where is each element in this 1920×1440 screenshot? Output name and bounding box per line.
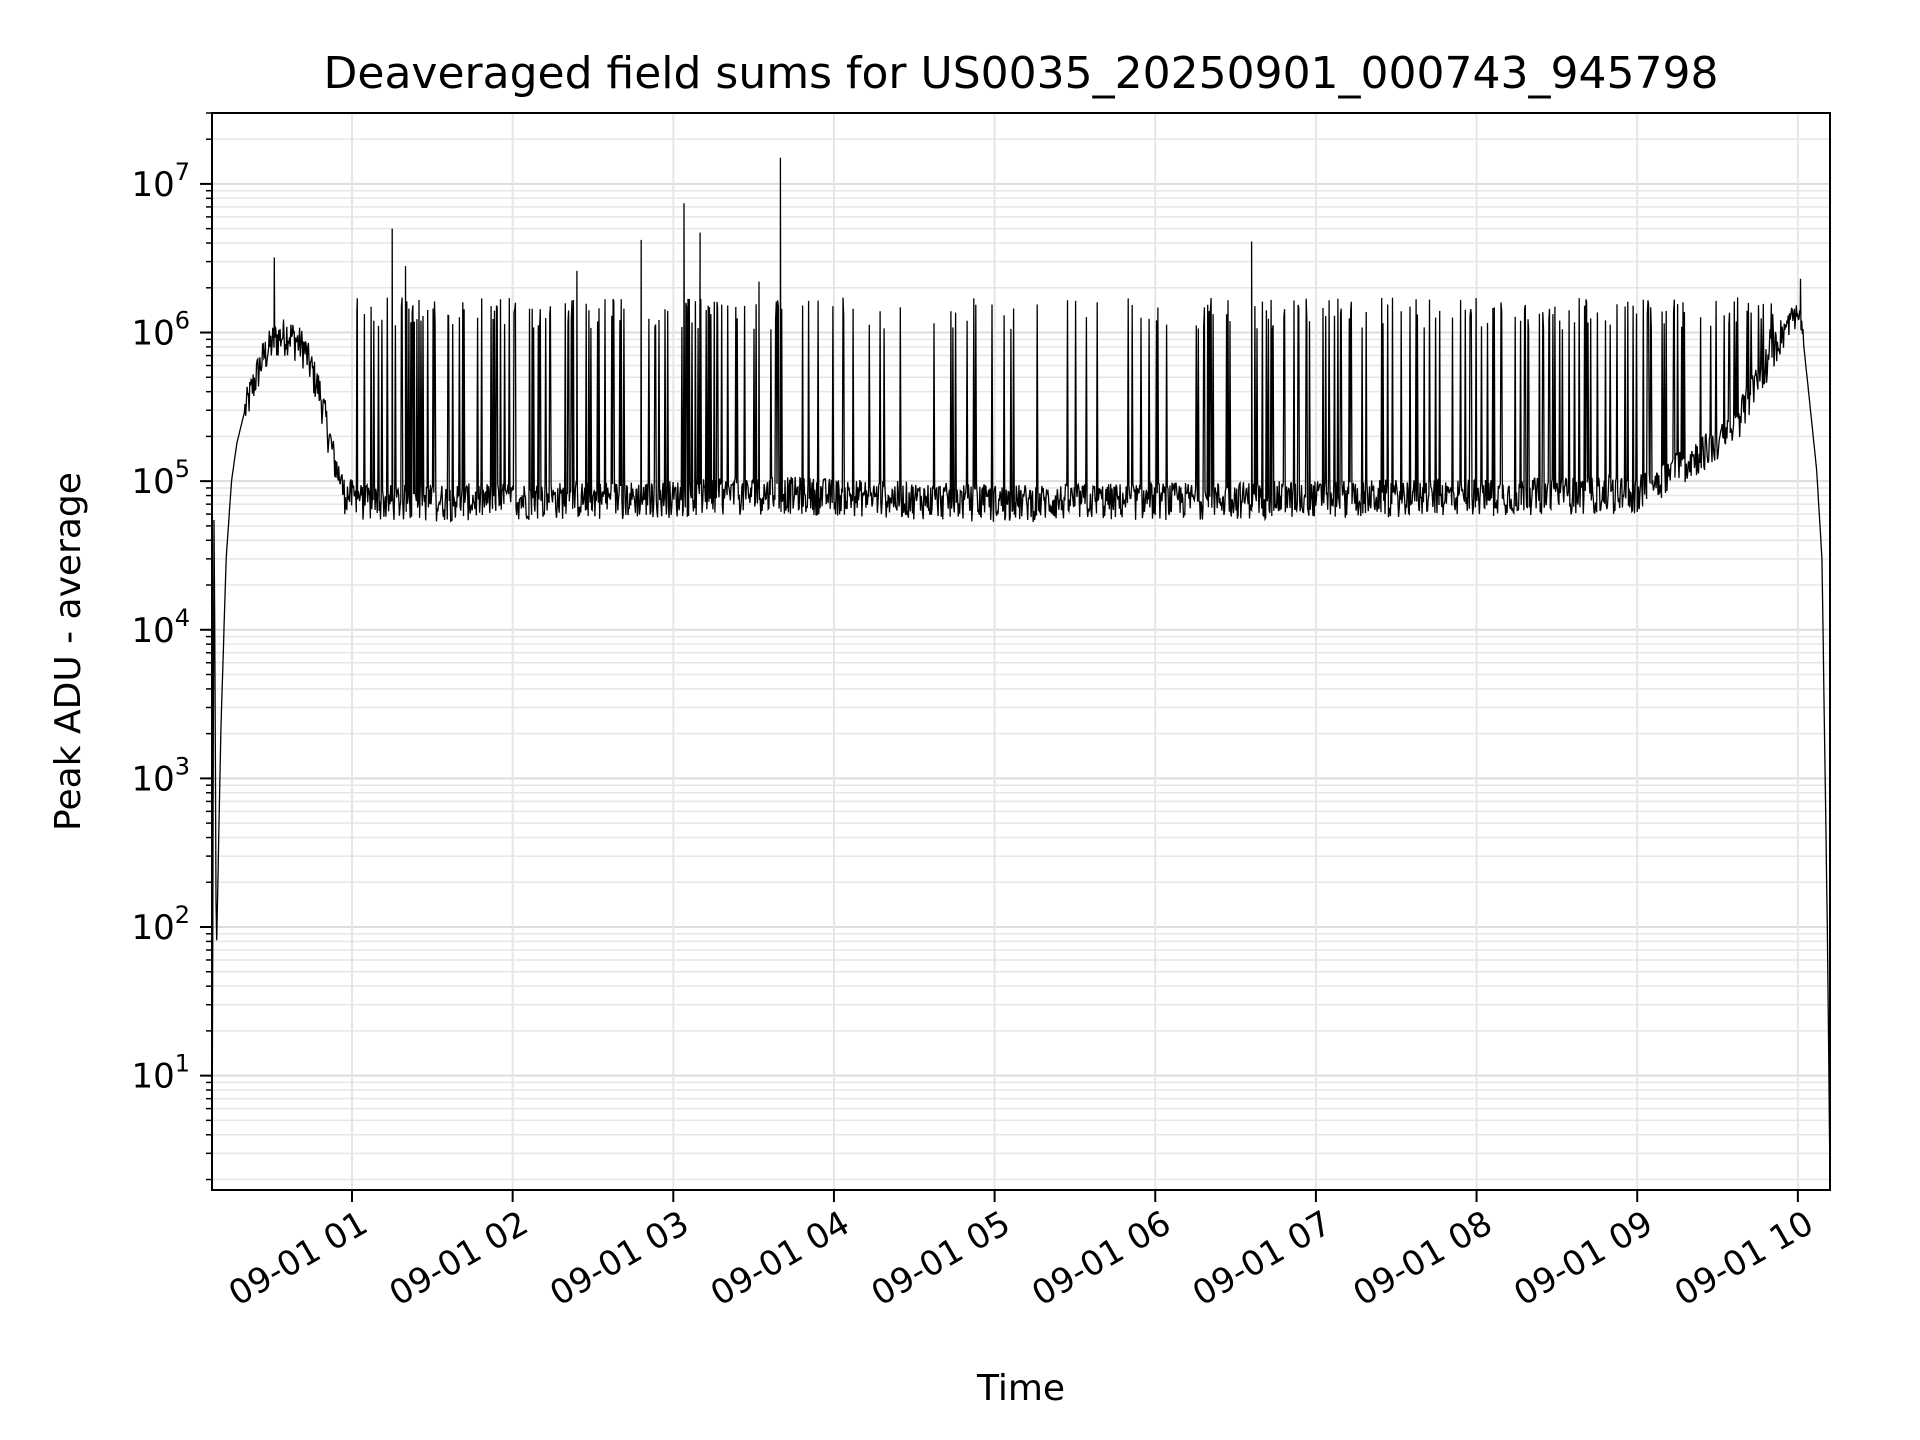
x-axis-label: Time <box>976 1368 1065 1409</box>
chart-title: Deaveraged field sums for US0035_2025090… <box>324 48 1719 99</box>
y-tick-label: 103 <box>131 752 190 799</box>
series-layer <box>211 157 1831 1180</box>
series-line <box>211 157 1831 1180</box>
y-tick-label: 101 <box>131 1050 190 1097</box>
y-axis-label: Peak ADU - average <box>48 472 89 831</box>
y-tick-label: 102 <box>131 901 190 948</box>
y-tick-label: 105 <box>131 455 190 502</box>
y-axis: 101 102 103 104 105 106 107 <box>131 112 212 1181</box>
y-tick-label: 107 <box>131 158 190 205</box>
y-tick-label: 106 <box>131 307 190 354</box>
y-tick-label: 104 <box>131 604 190 651</box>
plot-frame <box>211 112 1831 1191</box>
